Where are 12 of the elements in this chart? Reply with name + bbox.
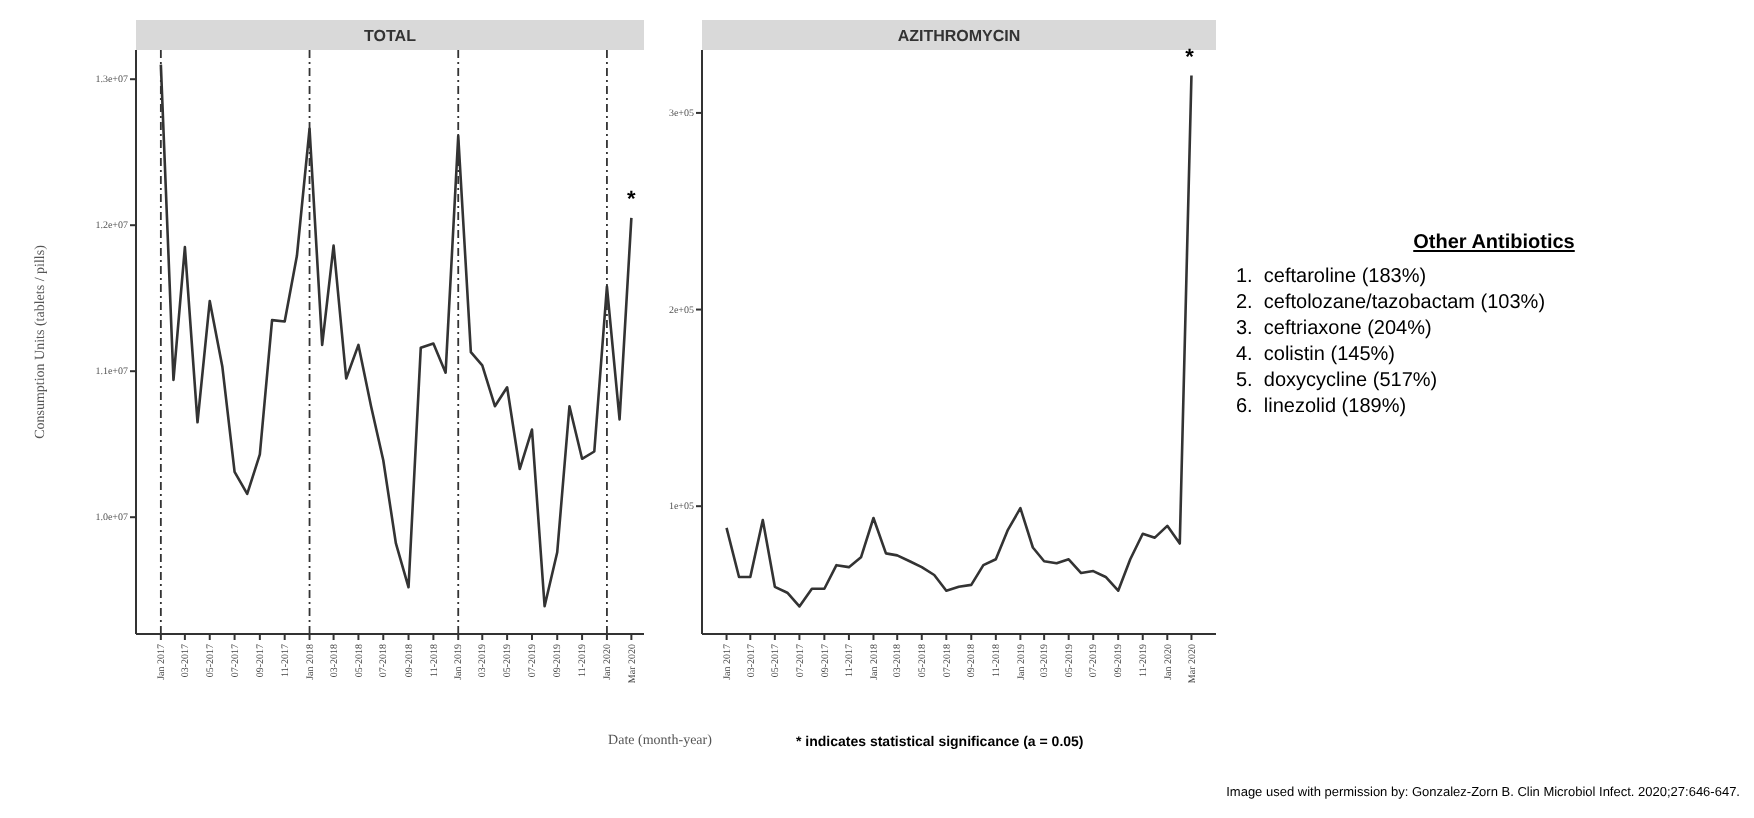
text: 5. doxycycline (517%) (1236, 370, 1438, 392)
text: 1. ceftaroline (183%) (1236, 266, 1427, 288)
text: Other Antibiotics (1413, 232, 1576, 254)
text: 2. ceftolozane/tazobactam (103%) (1236, 292, 1546, 314)
text: 3. ceftriaxone (204%) (1236, 318, 1432, 340)
chart-title: TOTAL (364, 27, 417, 45)
line-series (725, 74, 1193, 608)
chart-title: AZITHROMYCIN (897, 27, 1021, 45)
annotation: * (627, 187, 638, 212)
annotation: * (1185, 45, 1196, 70)
text: 4. colistin (145%) (1236, 344, 1395, 366)
text: 6. linezolid (189%) (1236, 396, 1407, 418)
